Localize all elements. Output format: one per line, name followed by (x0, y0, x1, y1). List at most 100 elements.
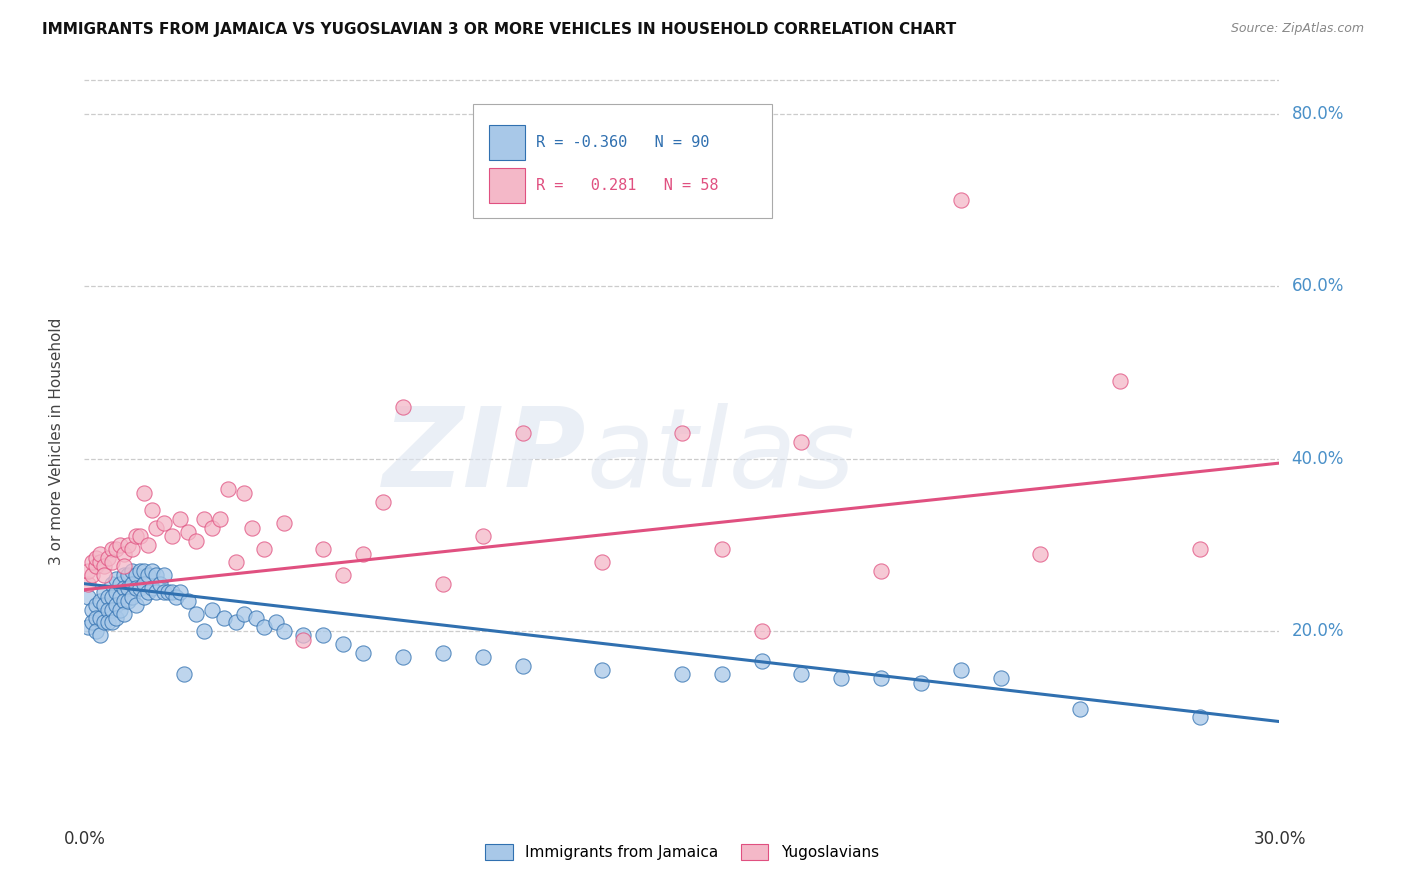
Point (117, 594, 139, 608)
Point (101, 555, 124, 569)
Point (86, 599, 108, 613)
Point (101, 615, 124, 630)
Point (112, 547, 135, 561)
Point (145, 585, 167, 599)
Point (145, 521, 167, 535)
Point (160, 529, 183, 543)
FancyBboxPatch shape (489, 125, 526, 161)
Point (240, 521, 263, 535)
Point (910, 675, 932, 690)
Text: 40.0%: 40.0% (1292, 450, 1344, 467)
Point (373, 495, 395, 509)
Point (471, 529, 494, 543)
Point (169, 512, 191, 526)
Point (870, 564, 893, 578)
Point (165, 590, 187, 604)
Point (471, 649, 494, 664)
Point (136, 585, 159, 599)
Point (89, 594, 111, 608)
Point (201, 521, 224, 535)
Point (193, 624, 215, 639)
Point (110, 538, 132, 552)
Point (392, 400, 415, 414)
Point (89, 555, 111, 569)
Point (157, 585, 180, 599)
Point (132, 590, 156, 604)
Point (132, 564, 156, 578)
Text: R =   0.281   N = 58: R = 0.281 N = 58 (536, 178, 718, 193)
Point (790, 434, 813, 449)
Point (136, 538, 159, 552)
Point (82, 568, 104, 582)
Point (82, 602, 104, 616)
Point (264, 615, 287, 630)
Point (129, 564, 152, 578)
Point (990, 672, 1012, 686)
Point (184, 533, 207, 548)
Point (217, 482, 239, 496)
Point (105, 573, 128, 587)
Text: atlas: atlas (586, 403, 855, 510)
Point (105, 542, 128, 557)
Point (173, 667, 195, 681)
Point (121, 564, 143, 578)
Point (93, 599, 115, 613)
Point (105, 585, 128, 599)
Point (392, 649, 415, 664)
Point (112, 581, 135, 595)
Point (141, 581, 163, 595)
Point (245, 611, 267, 625)
Point (671, 425, 693, 440)
Text: 80.0%: 80.0% (1292, 105, 1344, 123)
Point (710, 667, 733, 681)
Point (105, 599, 128, 613)
Point (117, 568, 139, 582)
Legend: Immigrants from Jamaica, Yugoslavians: Immigrants from Jamaica, Yugoslavians (479, 838, 884, 866)
Point (1188, 542, 1211, 557)
Point (89, 611, 111, 625)
Point (253, 542, 276, 557)
Text: Source: ZipAtlas.com: Source: ZipAtlas.com (1230, 22, 1364, 36)
Point (512, 658, 534, 673)
Point (153, 585, 176, 599)
Point (86, 559, 108, 574)
Point (232, 607, 254, 621)
Point (432, 646, 454, 660)
Point (177, 524, 200, 539)
Point (141, 503, 163, 517)
Point (591, 555, 613, 569)
Point (751, 624, 773, 639)
Point (145, 568, 167, 582)
Point (208, 512, 231, 526)
Y-axis label: 3 or more Vehicles in Household: 3 or more Vehicles in Household (49, 318, 63, 566)
Point (153, 516, 176, 531)
Point (1029, 547, 1052, 561)
Point (710, 542, 733, 557)
Point (93, 615, 115, 630)
Point (225, 615, 247, 630)
Point (97, 590, 120, 604)
Point (77, 564, 100, 578)
Point (201, 602, 224, 616)
Point (352, 547, 374, 561)
Point (232, 486, 254, 500)
Point (193, 512, 215, 526)
Point (312, 542, 335, 557)
Text: 60.0%: 60.0% (1292, 277, 1344, 295)
Point (136, 568, 159, 582)
Point (93, 568, 115, 582)
Point (82, 615, 104, 630)
Point (125, 568, 148, 582)
Text: R = -0.360   N = 90: R = -0.360 N = 90 (536, 135, 710, 150)
Point (97, 602, 120, 616)
Point (312, 628, 335, 642)
Point (169, 585, 191, 599)
FancyBboxPatch shape (489, 168, 526, 203)
Point (86, 624, 108, 639)
Point (332, 637, 354, 651)
Point (292, 632, 315, 647)
Point (273, 516, 295, 531)
Point (1109, 374, 1132, 388)
Point (112, 594, 135, 608)
Text: IMMIGRANTS FROM JAMAICA VS YUGOSLAVIAN 3 OR MORE VEHICLES IN HOUSEHOLD CORRELATI: IMMIGRANTS FROM JAMAICA VS YUGOSLAVIAN 3… (42, 22, 956, 37)
